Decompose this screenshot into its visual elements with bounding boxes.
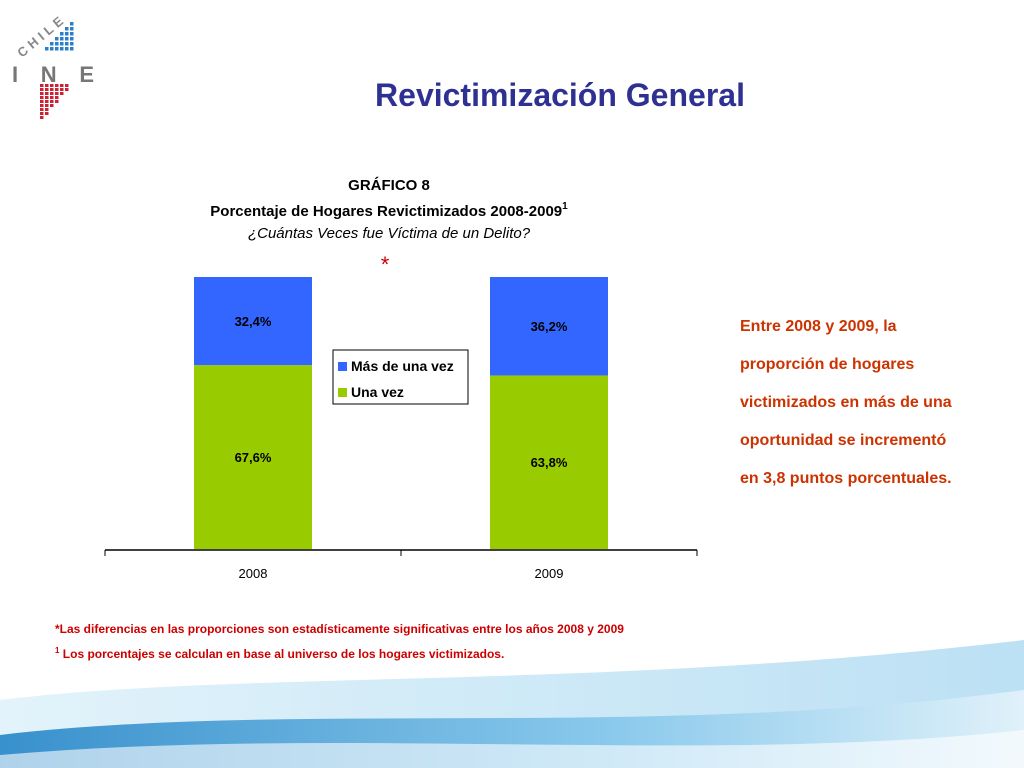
footnote-text: Los porcentajes se calculan en base al u… xyxy=(59,647,504,661)
bar-segment xyxy=(490,375,608,549)
legend-label: Más de una vez xyxy=(351,358,454,374)
x-tick-label: 2008 xyxy=(239,566,268,581)
logo-dot xyxy=(45,84,49,87)
logo-dot xyxy=(40,104,44,107)
footnote: 1 Los porcentajes se calculan en base al… xyxy=(55,646,504,661)
logo-dot xyxy=(40,96,44,99)
logo-dot xyxy=(45,112,49,115)
logo-dot xyxy=(55,47,59,51)
logo-dot xyxy=(50,92,54,95)
logo-dot xyxy=(50,96,54,99)
logo-dot xyxy=(50,42,54,46)
logo-dot xyxy=(60,84,64,87)
logo-dot xyxy=(65,84,69,87)
chart-subtitle: Porcentaje de Hogares Revictimizados 200… xyxy=(210,201,568,220)
significance-mark: * xyxy=(381,252,390,277)
logo-dot xyxy=(55,84,59,87)
logo-dot xyxy=(40,108,44,111)
footnote: *Las diferencias en las proporciones son… xyxy=(55,622,624,636)
side-line: proporción de hogares xyxy=(740,356,914,373)
logo-dot xyxy=(60,92,64,95)
bar-segment xyxy=(194,365,312,549)
logo-dot xyxy=(65,27,69,31)
value-label: 67,6% xyxy=(235,450,272,465)
logo-dot xyxy=(65,32,69,36)
logo-dot xyxy=(50,84,54,87)
logo-dot xyxy=(40,84,44,87)
logo-dot xyxy=(40,112,44,115)
logo-dot xyxy=(40,116,44,119)
logo-dot xyxy=(45,104,49,107)
logo-dot xyxy=(50,47,54,51)
legend-label: Una vez xyxy=(351,384,404,400)
legend-box xyxy=(332,349,469,405)
logo-dot xyxy=(70,27,74,31)
logo-dot xyxy=(45,88,49,91)
slide-title: Revictimización General xyxy=(375,77,745,113)
logo-dot xyxy=(40,88,44,91)
x-tick-label: 2009 xyxy=(535,566,564,581)
logo-dot xyxy=(50,88,54,91)
logo-dot xyxy=(50,104,54,107)
logo-dot xyxy=(60,32,64,36)
logo-dot xyxy=(70,37,74,41)
logo-dot xyxy=(55,96,59,99)
swoosh xyxy=(0,640,1024,768)
logo-dot xyxy=(45,96,49,99)
logo-dot xyxy=(70,32,74,36)
logo-dot xyxy=(55,88,59,91)
legend-swatch xyxy=(338,388,347,397)
logo-dot xyxy=(60,47,64,51)
logo-dot xyxy=(45,108,49,111)
logo-dot xyxy=(55,92,59,95)
footnote-mark: 1 xyxy=(55,646,60,655)
logo-dot xyxy=(55,42,59,46)
logo-dot xyxy=(55,37,59,41)
side-line: oportunidad se incrementó xyxy=(740,432,946,449)
logo-dot xyxy=(40,100,44,103)
logo-dot xyxy=(60,42,64,46)
value-label: 32,4% xyxy=(235,314,272,329)
logo-dot xyxy=(60,37,64,41)
value-label: 63,8% xyxy=(531,455,568,470)
logo-dot xyxy=(70,42,74,46)
side-line: en 3,8 puntos porcentuales. xyxy=(740,470,952,487)
logo-dot xyxy=(50,100,54,103)
logo-dot xyxy=(65,47,69,51)
subtitle-note: 1 xyxy=(562,201,568,212)
logo-dot xyxy=(70,22,74,26)
bar-segment xyxy=(490,277,608,376)
logo-dot xyxy=(65,88,69,91)
logo-dot xyxy=(65,42,69,46)
chart-title: GRÁFICO 8 xyxy=(348,177,430,194)
chart-question: ¿Cuántas Veces fue Víctima de un Delito? xyxy=(248,225,531,242)
logo-dot xyxy=(45,47,49,51)
bar-segment xyxy=(194,277,312,366)
logo-dot xyxy=(60,88,64,91)
logo-dot xyxy=(45,100,49,103)
value-label: 36,2% xyxy=(531,319,568,334)
side-line: victimizados en más de una xyxy=(740,394,952,411)
side-line: Entre 2008 y 2009, la xyxy=(740,318,897,335)
logo-dot xyxy=(65,37,69,41)
logo-dot xyxy=(55,100,59,103)
logo-dot xyxy=(70,47,74,51)
subtitle-text: Porcentaje de Hogares Revictimizados 200… xyxy=(210,203,562,220)
logo-dot xyxy=(45,92,49,95)
logo-dot xyxy=(40,92,44,95)
side-text: Entre 2008 y 2009, la proporción de hogar… xyxy=(740,318,952,487)
legend-swatch xyxy=(338,362,347,371)
